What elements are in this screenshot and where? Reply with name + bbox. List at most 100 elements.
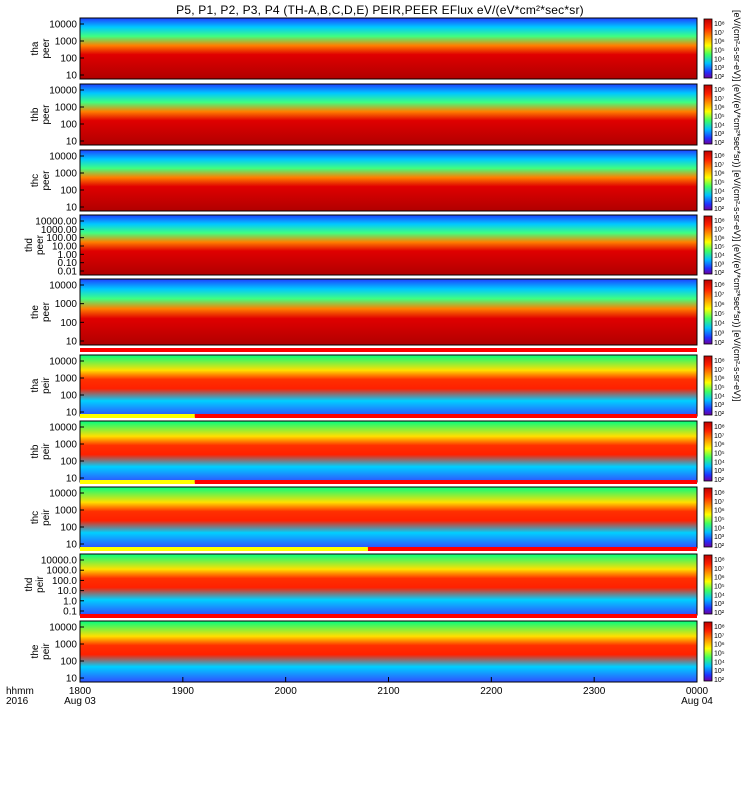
colorbar-tick-label: 10⁶ xyxy=(714,39,725,46)
colorbar-tick-label: 10⁵ xyxy=(714,385,725,392)
colorbar-tick-label: 10³ xyxy=(714,197,725,204)
panel-label-line2: peir xyxy=(41,642,52,659)
ytick-label: 100 xyxy=(60,54,77,65)
colorbar-tick-label: 10³ xyxy=(714,402,725,409)
ytick-label: 10 xyxy=(66,474,78,485)
ytick-label: 10 xyxy=(66,203,78,214)
colorbar-thd_peir2 xyxy=(703,554,713,615)
colorbar-tick-label: 10⁷ xyxy=(714,292,725,299)
colorbar-tick-label: 10⁴ xyxy=(714,592,725,599)
panel-frame-tha_peer xyxy=(79,17,698,80)
colorbar-tick-label: 10⁵ xyxy=(714,114,725,121)
ytick-label: 1000 xyxy=(55,169,78,180)
colorbar-tick-label: 10⁴ xyxy=(714,659,725,666)
colorbar-thb_peir xyxy=(703,421,713,482)
colorbar-thd_peer xyxy=(703,215,713,275)
panel-label-line2: peir xyxy=(35,575,46,592)
panel-label-line1: thd xyxy=(24,238,35,252)
panel-label-line1: the xyxy=(30,644,41,658)
colorbar-tick-label: 10² xyxy=(714,543,725,550)
panel-label-line2: peer xyxy=(35,234,46,255)
colorbar-tick-label: 10³ xyxy=(714,601,725,608)
colorbar-tick-label: 10⁷ xyxy=(714,566,725,573)
colorbar-thc_peer xyxy=(703,150,713,211)
mode-flag-segment xyxy=(80,547,368,551)
mode-flag-segment xyxy=(80,348,697,352)
ytick-label: 0.1 xyxy=(63,607,77,618)
ytick-label: 100.00 xyxy=(46,233,77,244)
xtick-label: 2200 xyxy=(480,686,503,697)
ytick-label: 1000 xyxy=(55,299,78,310)
ytick-label: 10000 xyxy=(49,281,77,292)
panel-label-line1: thd xyxy=(24,578,35,592)
xtick-label: 1800 xyxy=(69,686,92,697)
colorbar-tick-label: 10³ xyxy=(714,131,725,138)
colorbar-tick-label: 10² xyxy=(714,140,725,147)
colorbar-tick-label: 10³ xyxy=(714,668,725,675)
colorbar-tick-label: 10⁴ xyxy=(714,253,725,260)
colorbar-tick-label: 10⁶ xyxy=(714,442,725,449)
colorbar-tick-label: 10⁷ xyxy=(714,227,725,234)
colorbar-tick-label: 10² xyxy=(714,74,725,81)
colorbar-tick-label: 10⁸ xyxy=(714,424,725,431)
spectrogram-thd_peir xyxy=(80,355,697,416)
colorbar-tick-label: 10⁴ xyxy=(714,459,725,466)
colorbar-tick-label: 10⁷ xyxy=(714,162,725,169)
colorbar-tick-label: 10⁸ xyxy=(714,557,725,564)
panel-frame-thc_peer xyxy=(79,149,698,212)
panel-frame-thd_peer xyxy=(79,214,698,276)
ytick-label: 1000.0 xyxy=(46,566,77,577)
panel-label-line2: peer xyxy=(41,104,52,125)
spectrogram-thd_peir2 xyxy=(80,554,697,615)
colorbar-tick-label: 10⁵ xyxy=(714,244,725,251)
ytick-label: 10 xyxy=(66,674,78,685)
colorbar-tick-label: 10⁷ xyxy=(714,433,725,440)
ytick-label: 10 xyxy=(66,71,78,82)
colorbar-tick-label: 10² xyxy=(714,610,725,617)
colorbar-tick-label: 10⁸ xyxy=(714,490,725,497)
ytick-label: 100 xyxy=(60,523,77,534)
panel-label-line1: tha xyxy=(30,378,41,392)
colorbar-tick-label: 10² xyxy=(714,340,725,347)
colorbar-tick-label: 10⁵ xyxy=(714,651,725,658)
panel-label-line2: peer xyxy=(41,38,52,59)
colorbar-tick-label: 10² xyxy=(714,411,725,418)
mode-flag-segment xyxy=(194,414,697,418)
colorbar-tick-label: 10⁴ xyxy=(714,525,725,532)
xaxis-label-line2: 2016 xyxy=(6,696,29,707)
colorbar-tick-label: 10⁸ xyxy=(714,282,725,289)
ytick-label: 10 xyxy=(66,408,78,419)
colorbar-thc_peir xyxy=(703,487,713,548)
colorbar-tick-label: 10⁶ xyxy=(714,642,725,649)
ytick-label: 100 xyxy=(60,391,77,402)
colorbar-tick-label: 10⁷ xyxy=(714,30,725,37)
panel-frame-the_peer xyxy=(79,278,698,346)
panel-label-line2: peer xyxy=(41,170,52,191)
xtick-label: 2000 xyxy=(275,686,298,697)
colorbar-tick-label: 10⁵ xyxy=(714,311,725,318)
spectrogram-thc_peir xyxy=(80,487,697,548)
panel-label-line1: tha xyxy=(30,41,41,55)
colorbar-thb_peer xyxy=(703,84,713,145)
xtick-sublabel: Aug 03 xyxy=(64,696,96,707)
colorbar-tick-label: 10⁵ xyxy=(714,584,725,591)
colorbar-tick-label: 10⁷ xyxy=(714,633,725,640)
figure-title: P5, P1, P2, P3, P4 (TH-A,B,C,D,E) PEIR,P… xyxy=(176,3,584,17)
ytick-label: 1.0 xyxy=(63,596,77,607)
colorbar-tick-label: 10³ xyxy=(714,330,725,337)
colorbar-tick-label: 10⁷ xyxy=(714,367,725,374)
ytick-label: 1000 xyxy=(55,506,78,517)
spectrogram-thd_peer xyxy=(80,215,697,275)
ytick-label: 10 xyxy=(66,540,78,551)
colorbar-tick-label: 10⁷ xyxy=(714,96,725,103)
colorbar-tick-label: 10⁴ xyxy=(714,188,725,195)
ytick-label: 10.00 xyxy=(52,242,77,253)
mode-flag-segment xyxy=(194,480,697,484)
ytick-label: 1000 xyxy=(55,374,78,385)
mode-flag-segment xyxy=(80,414,195,418)
colorbar-thd_peir xyxy=(703,355,713,416)
colorbar-tick-label: 10² xyxy=(714,677,725,684)
colorbar-tick-label: 10⁶ xyxy=(714,508,725,515)
spectrogram-the_peer xyxy=(80,279,697,345)
